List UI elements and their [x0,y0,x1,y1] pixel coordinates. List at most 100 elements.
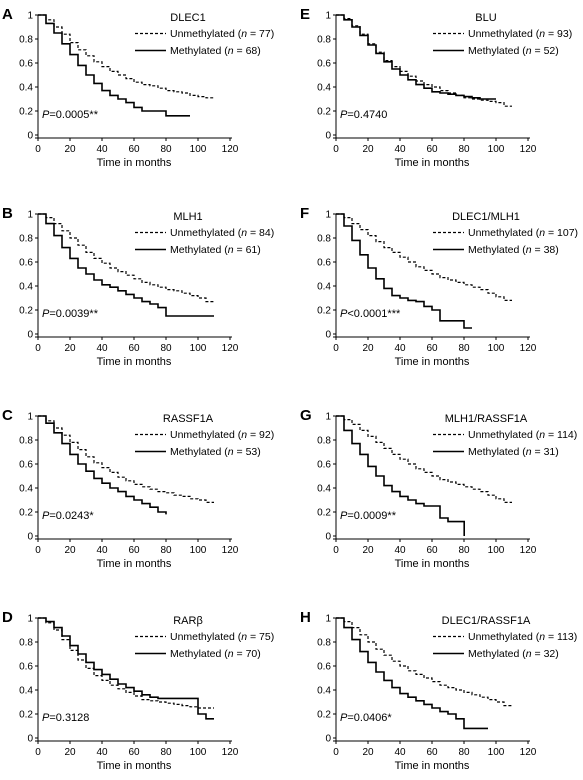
legend-entry: Unmethylated (n = 93) [468,28,572,40]
x-tick-label: 40 [96,144,108,155]
x-tick-label: 0 [35,545,41,556]
gene-title: BLU [475,12,496,24]
x-tick-label: 0 [35,343,41,354]
y-tick-label: 0.2 [317,710,331,721]
x-tick-label: 40 [394,144,406,155]
gene-title: MLH1/RASSF1A [445,413,528,425]
y-tick-label: 0 [325,131,331,142]
x-tick-label: 80 [160,747,172,758]
series-unmethylated [336,415,512,503]
y-tick-label: 0 [27,131,33,142]
y-tick-label: 0 [325,330,331,341]
y-tick-label: 1 [27,412,33,423]
legend-entry: Unmethylated (n = 92) [170,429,274,441]
y-tick-label: 1 [325,614,331,625]
x-tick-label: 60 [128,747,140,758]
x-tick-label: 0 [35,144,41,155]
y-tick-label: 0.8 [19,35,33,46]
y-tick-label: 0.6 [19,460,33,471]
x-tick-label: 100 [488,343,505,354]
legend-entry: Methylated (n = 61) [170,244,261,256]
panel-label: G [300,407,312,424]
x-tick-label: 20 [362,343,374,354]
y-tick-label: 1 [27,11,33,22]
y-tick-label: 1 [27,210,33,221]
x-tick-label: 120 [222,747,239,758]
panel-b: B 0 0.2 0.4 0.6 0.8 1 0 20 40 60 80 100 120 Time in mo… [2,205,274,368]
y-tick-label: 0.8 [317,35,331,46]
x-tick-label: 40 [394,545,406,556]
x-tick-label: 80 [458,144,470,155]
series-methylated [38,415,167,515]
p-value: P<0.0001*** [340,308,401,320]
x-tick-label: 100 [488,545,505,556]
y-tick-label: 0.8 [317,638,331,649]
panel-label: E [300,6,310,23]
legend-entry: Unmethylated (n = 77) [170,28,274,40]
x-tick-label: 80 [160,343,172,354]
y-tick-label: 0.6 [317,258,331,269]
x-tick-label: 40 [394,343,406,354]
y-tick-label: 0.8 [19,638,33,649]
y-tick-label: 0.4 [317,484,331,495]
legend-entry: Methylated (n = 31) [468,446,559,458]
p-value: P=0.3128 [42,712,89,724]
y-tick-label: 1 [325,210,331,221]
p-value: P=0.0243* [42,510,94,522]
x-tick-label: 20 [64,144,76,155]
y-tick-label: 0.2 [317,107,331,118]
gene-title: DLEC1/RASSF1A [442,615,531,627]
x-tick-label: 20 [362,144,374,155]
series-methylated [336,14,496,100]
x-tick-label: 100 [190,343,207,354]
series-unmethylated [336,213,512,301]
x-tick-label: 40 [394,747,406,758]
y-tick-label: 0 [27,532,33,543]
x-axis-label: Time in months [395,558,470,570]
x-tick-label: 120 [222,343,239,354]
series-unmethylated [38,415,214,503]
x-tick-label: 80 [458,545,470,556]
y-tick-label: 0.2 [19,107,33,118]
series-methylated [336,415,465,536]
series-unmethylated [38,213,214,303]
y-tick-label: 1 [325,412,331,423]
series-methylated [38,617,214,720]
y-tick-label: 0.2 [317,508,331,519]
panel-a: A 0 0.2 0.4 0.6 0.8 1 0 20 40 60 80 100 120 Time in mo… [2,6,274,169]
x-axis-label: Time in months [395,157,470,169]
legend-entry: Methylated (n = 32) [468,648,559,660]
series-methylated [336,617,488,730]
legend-entry: Methylated (n = 52) [468,45,559,57]
panel-d: D 0 0.2 0.4 0.6 0.8 1 0 20 40 60 80 100 120 Time in mo… [2,609,274,772]
x-tick-label: 60 [426,747,438,758]
y-tick-label: 0.2 [317,306,331,317]
x-tick-label: 120 [222,144,239,155]
legend-entry: Methylated (n = 53) [170,446,261,458]
y-tick-label: 0.2 [19,508,33,519]
x-tick-label: 80 [160,144,172,155]
x-tick-label: 120 [520,747,537,758]
legend-entry: Unmethylated (n = 75) [170,631,274,643]
x-tick-label: 20 [64,343,76,354]
p-value: P=0.4740 [340,109,387,121]
x-tick-label: 100 [190,144,207,155]
series-methylated [38,213,214,317]
series-unmethylated [336,617,512,707]
p-value: P=0.0039** [42,308,99,320]
panel-label: B [2,205,13,222]
y-tick-label: 0.8 [317,234,331,245]
panel-h: H 0 0.2 0.4 0.6 0.8 1 0 20 40 60 80 100 120 Time in mo… [300,609,577,772]
x-tick-label: 0 [333,545,339,556]
y-tick-label: 0.6 [19,662,33,673]
x-tick-label: 120 [520,343,537,354]
panel-e: E 0 0.2 0.4 0.6 0.8 1 0 20 40 60 80 100 120 Time in mo… [300,6,572,169]
legend-entry: Unmethylated (n = 84) [170,227,274,239]
x-tick-label: 60 [426,545,438,556]
gene-title: RASSF1A [163,413,214,425]
p-value: P=0.0009** [340,510,397,522]
x-tick-label: 120 [222,545,239,556]
x-axis-label: Time in months [395,356,470,368]
x-axis-label: Time in months [97,760,172,772]
